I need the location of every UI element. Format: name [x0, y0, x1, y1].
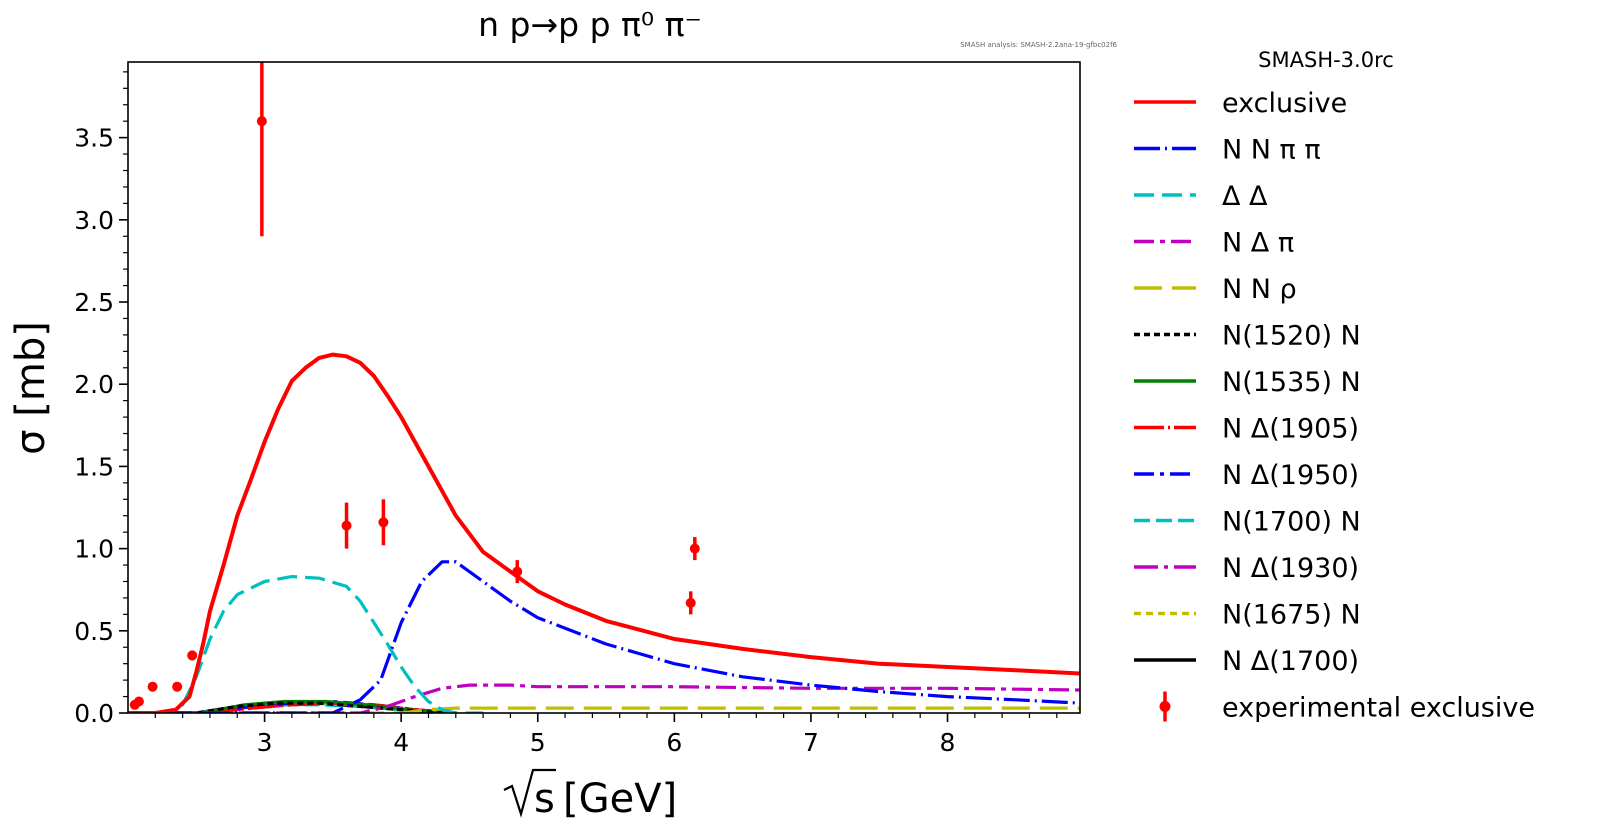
x-tick-label-0: 3	[257, 728, 273, 757]
legend-swatch-experimental-dot	[1159, 701, 1171, 712]
exp-point-7	[378, 517, 389, 528]
y-tick-label-1: 0.5	[74, 617, 114, 646]
legend-label-6: N(1535) N	[1222, 367, 1361, 398]
exp-point-10	[689, 543, 700, 554]
legend-label-12: N Δ(1700)	[1222, 646, 1359, 677]
y-tick-label-2: 1.0	[74, 535, 114, 564]
x-tick-label-2: 5	[530, 728, 546, 757]
y-axis-label: σ [mb]	[8, 321, 54, 455]
y-tick-label-6: 3.0	[74, 206, 114, 235]
analysis-note: SMASH analysis: SMASH-2.2ana-19-gfbc02f6	[960, 41, 1117, 49]
series-line-0	[128, 352, 1080, 713]
legend-label-2: Δ Δ	[1222, 181, 1268, 212]
y-tick-label-3: 1.5	[74, 452, 114, 481]
exp-point-4	[187, 650, 198, 661]
legend-label-11: N(1675) N	[1222, 600, 1361, 631]
legend-label-experimental: experimental exclusive	[1222, 693, 1535, 724]
y-tick-label-7: 3.5	[74, 124, 114, 153]
legend-label-7: N Δ(1905)	[1222, 414, 1359, 445]
legend-label-9: N(1700) N	[1222, 507, 1361, 538]
exp-point-5	[256, 116, 267, 127]
legend-label-5: N(1520) N	[1222, 321, 1361, 352]
x-axis-label-radicand: s	[534, 776, 555, 822]
exp-point-6	[341, 520, 352, 531]
exp-point-8	[512, 566, 523, 577]
y-tick-label-5: 2.5	[74, 288, 114, 317]
legend-label-8: N Δ(1950)	[1222, 460, 1359, 491]
experimental-points-layer	[129, 62, 700, 710]
plot-area	[127, 61, 1081, 714]
legend-label-0: exclusive	[1222, 88, 1347, 119]
exp-point-3	[172, 681, 183, 692]
x-axis-label: s [GeV]	[503, 768, 677, 822]
plot-frame	[127, 61, 1081, 714]
exp-point-9	[685, 597, 696, 608]
sqrt-symbol	[503, 768, 556, 818]
legend-label-10: N Δ(1930)	[1222, 553, 1359, 584]
series-layer	[128, 352, 1080, 713]
x-tick-label-3: 6	[666, 728, 682, 757]
x-tick-label-1: 4	[393, 728, 409, 757]
exp-point-2	[147, 681, 158, 692]
x-axis-label-unit: [GeV]	[563, 776, 677, 822]
legend-label-4: N N ρ	[1222, 274, 1297, 305]
legend: exclusive N N π π Δ Δ N Δ π N N ρ N(1520) N N(…	[1134, 88, 1535, 724]
series-line-4	[128, 706, 1080, 713]
y-tick-label-0: 0.0	[74, 699, 114, 728]
x-tick-label-4: 7	[803, 728, 819, 757]
exp-point-1	[133, 696, 144, 707]
series-line-1	[128, 560, 1080, 713]
y-tick-label-4: 2.0	[74, 370, 114, 399]
y-axis-label-text: σ [mb]	[8, 321, 54, 455]
legend-label-1: N N π π	[1222, 135, 1321, 166]
legend-label-3: N Δ π	[1222, 228, 1294, 259]
axis-ticks: 3 4 5 6 7 8 0.0 0.5 1.0 1.5 2.0 2.5 3.0 3.5	[74, 71, 1058, 757]
version-label: SMASH-3.0rc	[1258, 48, 1394, 72]
chart-title: n p→p p π⁰ π⁻	[478, 5, 702, 44]
x-tick-label-5: 8	[940, 728, 956, 757]
